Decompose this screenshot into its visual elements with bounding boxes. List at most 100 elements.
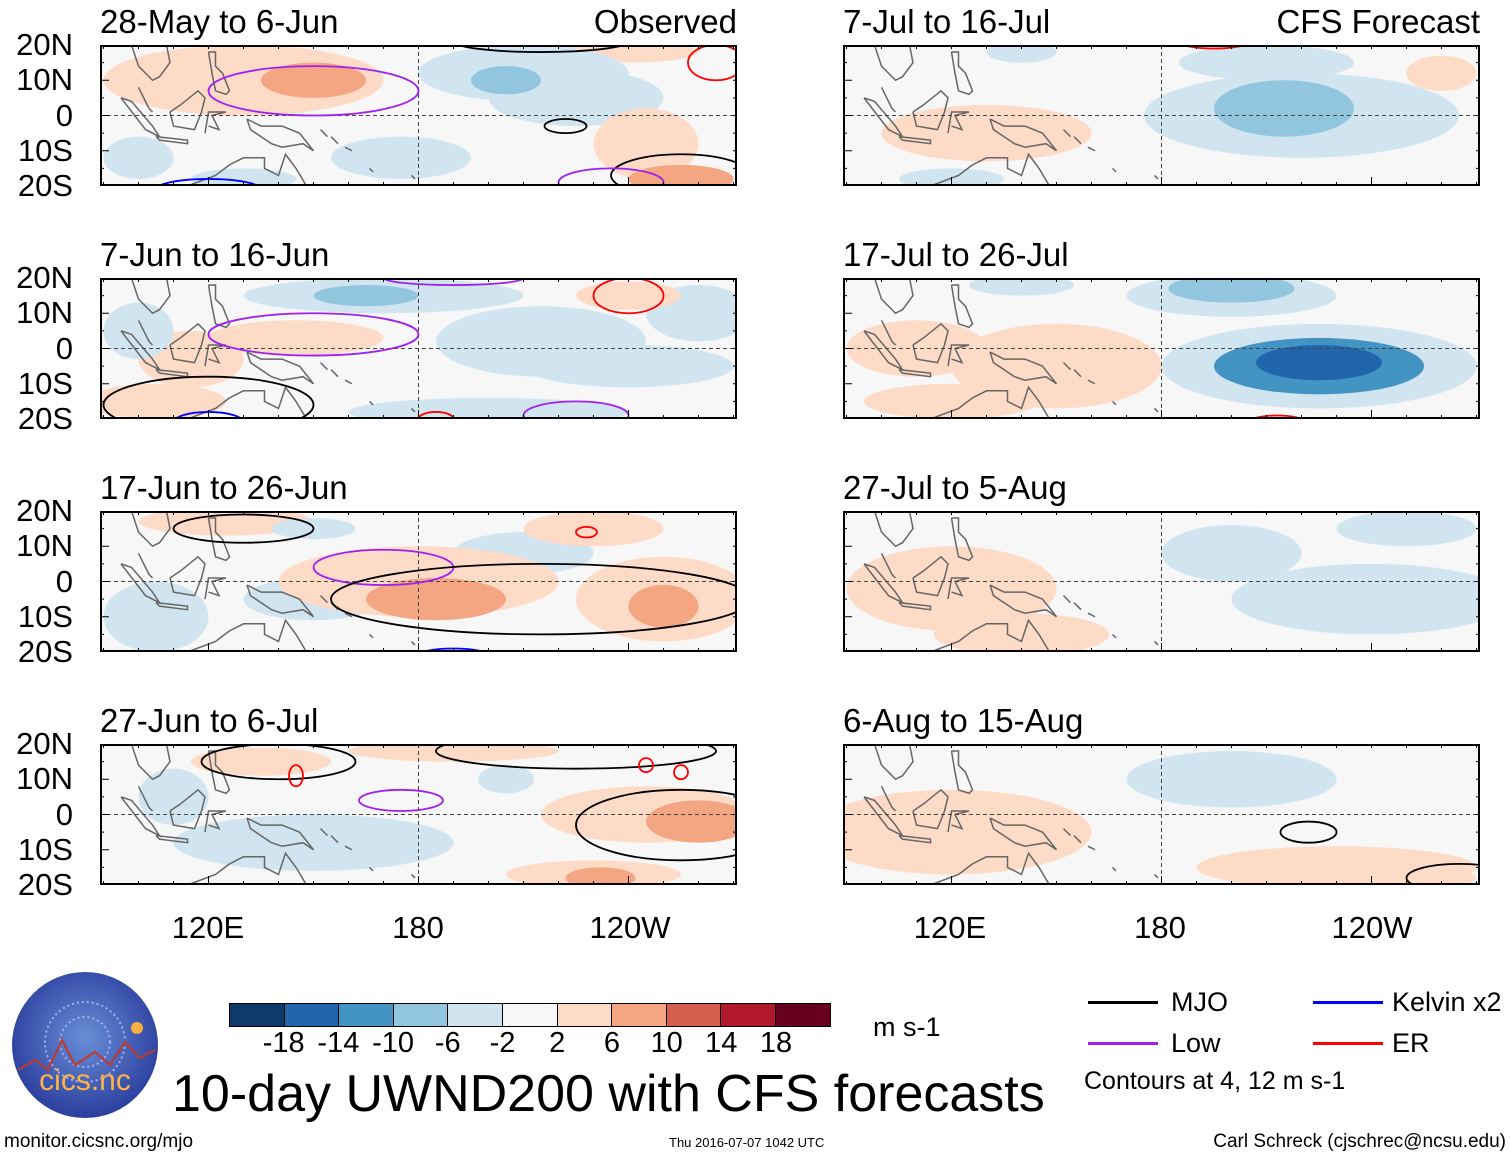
coastline xyxy=(930,618,1051,652)
contour-er xyxy=(592,278,665,315)
coastline xyxy=(344,845,353,851)
map-frame xyxy=(100,278,737,419)
colorbar-tick-label: -2 xyxy=(489,1027,516,1059)
colorbar-tick-label: 18 xyxy=(759,1027,793,1059)
anomaly-region xyxy=(628,585,699,628)
anomaly-region xyxy=(103,136,174,179)
anomaly-region xyxy=(191,747,331,776)
map-panel: 28-May to 6-Jun Observed 20N 10N 0 10S 20S xyxy=(16,3,737,203)
coastline xyxy=(950,750,974,795)
map-svg xyxy=(843,278,1480,419)
map-svg xyxy=(100,744,737,885)
colorbar-unit: m s-1 xyxy=(873,1012,941,1042)
coastline xyxy=(1062,595,1072,604)
coastline xyxy=(950,51,974,96)
anomaly-region xyxy=(565,867,636,885)
anomaly-region xyxy=(576,281,681,310)
coastline xyxy=(120,796,162,838)
anomaly-region xyxy=(1336,511,1477,547)
coastline xyxy=(410,407,416,413)
coastline xyxy=(1087,612,1096,618)
coastline xyxy=(137,319,154,346)
map-panel: 27-Jul to 5-Aug xyxy=(843,469,1480,652)
legend-low-label: Low xyxy=(1171,1028,1221,1058)
colorbar-swatch xyxy=(230,1004,285,1026)
coastline xyxy=(1073,136,1082,145)
anomaly-region xyxy=(103,302,174,360)
coastline xyxy=(863,563,905,605)
contour-er xyxy=(1181,45,1247,50)
anomaly-region xyxy=(1256,344,1382,381)
coastline xyxy=(368,866,374,872)
contour-mjo xyxy=(435,744,717,770)
colorbar-swatch xyxy=(502,1004,558,1026)
y-label: 20N xyxy=(16,726,73,761)
coastline xyxy=(1087,845,1096,851)
map-frame xyxy=(843,511,1480,652)
contour-er xyxy=(687,45,737,82)
colorbar-tick-label: -18 xyxy=(262,1027,305,1059)
coastline xyxy=(207,750,231,795)
coastline xyxy=(1087,379,1096,385)
coastline xyxy=(898,368,932,378)
coastline xyxy=(1111,866,1117,872)
coastline xyxy=(989,118,1058,152)
coastline xyxy=(130,278,171,315)
anomaly-region xyxy=(593,108,699,179)
coastline xyxy=(187,152,308,186)
y-label: 10S xyxy=(17,598,73,634)
column-label: CFS Forecast xyxy=(1276,3,1480,40)
y-label: 20S xyxy=(17,168,73,203)
legend-er-line xyxy=(1313,1042,1383,1045)
coastline xyxy=(169,89,206,131)
y-label: 10S xyxy=(17,132,73,168)
footer-url: monitor.cicsnc.org/mjo xyxy=(4,1131,194,1152)
legend-mjo-line xyxy=(1088,1001,1158,1004)
coastline xyxy=(930,851,1051,885)
coastline xyxy=(1111,167,1117,173)
anomaly-region xyxy=(348,744,559,762)
coastline xyxy=(319,828,329,837)
legend-low-line xyxy=(1088,1042,1158,1045)
map-panel: 7-Jun to 16-Jun 20N 10N 0 10S 20S xyxy=(16,236,737,436)
map-svg xyxy=(100,511,737,652)
coastline xyxy=(880,319,897,346)
coastline xyxy=(863,97,905,139)
anomaly-region xyxy=(103,581,209,652)
coastline xyxy=(1062,362,1072,371)
coastline xyxy=(319,595,329,604)
map-svg xyxy=(843,511,1480,652)
y-label: 10N xyxy=(16,528,73,564)
coastline xyxy=(989,817,1058,851)
coastline xyxy=(344,379,353,385)
colorbar-tick-label: -6 xyxy=(434,1027,461,1059)
contour-mjo xyxy=(575,788,737,862)
coastline xyxy=(863,796,905,838)
coastline xyxy=(898,601,932,611)
contour-mjo xyxy=(102,375,315,419)
coastline xyxy=(1153,640,1159,646)
column-label: Observed xyxy=(593,3,737,40)
coastline xyxy=(207,517,231,562)
anomaly-region xyxy=(100,383,226,419)
map-frame xyxy=(100,744,737,885)
coastline xyxy=(319,362,329,371)
coastline xyxy=(950,284,974,329)
legend-er-label: ER xyxy=(1392,1028,1430,1058)
coastline xyxy=(246,817,315,851)
anomaly-region xyxy=(646,800,737,843)
y-label: 20N xyxy=(16,260,73,295)
anomaly-region xyxy=(864,383,1039,419)
coastline xyxy=(246,351,315,385)
colorbar-tick-label: 10 xyxy=(650,1027,683,1059)
contour-er xyxy=(1250,414,1304,419)
map-svg xyxy=(843,744,1480,885)
footer-author: Carl Schreck (cjschrec@ncsu.edu) xyxy=(1213,1131,1506,1152)
coastline xyxy=(410,873,416,879)
coastline xyxy=(912,788,949,830)
coastline xyxy=(1073,835,1082,844)
coastline xyxy=(880,785,897,812)
anomaly-region xyxy=(1179,761,1284,797)
coastline xyxy=(880,552,897,579)
x-label-120w-left: 120W xyxy=(589,910,671,945)
